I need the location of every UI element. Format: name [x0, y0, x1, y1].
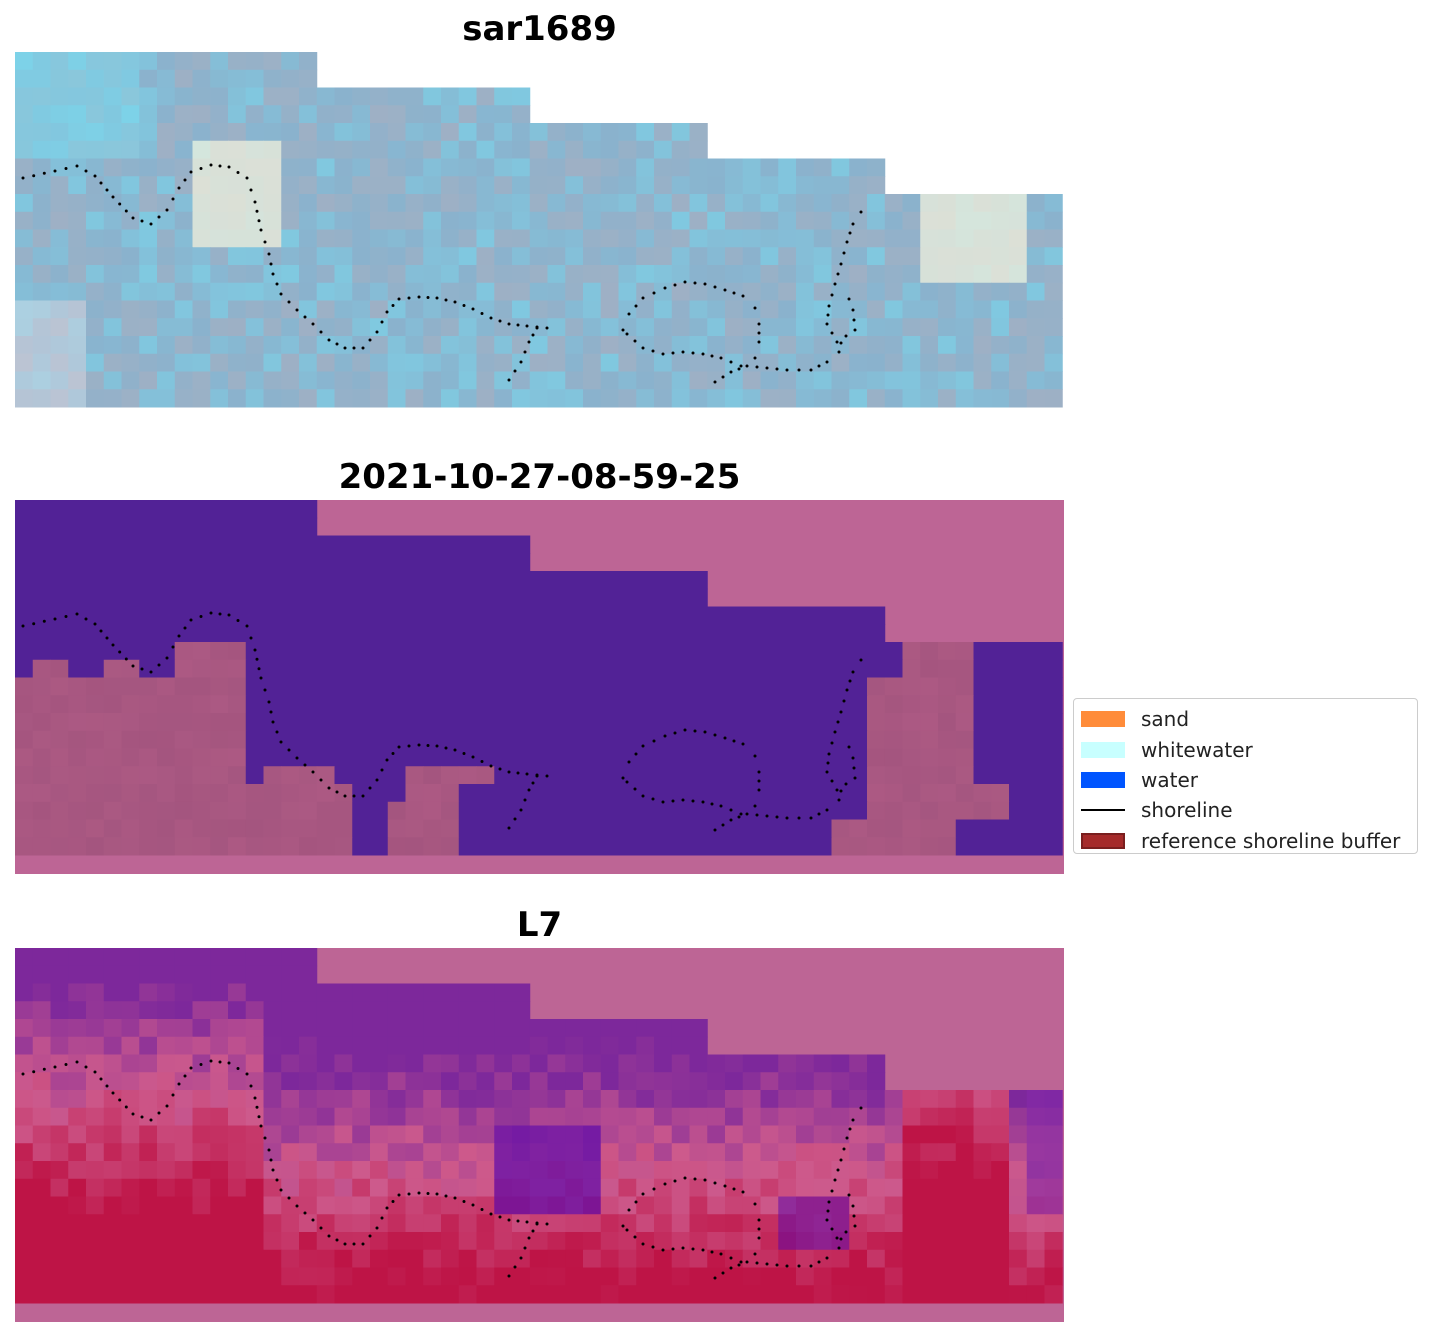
panel-title-rgb: sar1689 — [462, 9, 617, 49]
shoreline-dots — [621, 728, 761, 816]
rgb-image-panel — [15, 52, 1064, 409]
shoreline-dots — [825, 1106, 863, 1240]
legend-label: whitewater — [1141, 737, 1253, 762]
index-image — [15, 948, 1064, 1322]
reference-buffer-swatch — [1081, 832, 1125, 849]
whitewater-swatch — [1081, 741, 1125, 758]
shoreline-dots — [713, 341, 843, 384]
shoreline-dots — [713, 789, 843, 832]
panel-title-index: L7 — [516, 905, 563, 945]
legend-item-reference-buffer: reference shoreline buffer — [1081, 826, 1417, 856]
rgb-image — [15, 52, 1063, 408]
legend-label: reference shoreline buffer — [1141, 828, 1401, 853]
shoreline-dots — [507, 774, 539, 830]
shoreline-dots — [21, 1059, 549, 1246]
sand-swatch — [1081, 711, 1125, 728]
legend-label: shoreline — [1141, 798, 1233, 823]
legend-item-shoreline: shoreline — [1081, 795, 1417, 825]
water-swatch — [1081, 771, 1125, 788]
shoreline-dots — [621, 1176, 761, 1264]
legend-label: water — [1141, 767, 1198, 792]
shoreline-swatch — [1081, 809, 1125, 812]
shoreline-dots — [825, 210, 863, 344]
index-image-panel — [15, 948, 1064, 1322]
panel-title-classified: 2021-10-27-08-59-25 — [338, 457, 741, 497]
shoreline-dots — [713, 1237, 843, 1280]
legend-item-sand: sand — [1081, 704, 1417, 734]
shoreline-dots — [507, 1222, 539, 1278]
legend-item-whitewater: whitewater — [1081, 734, 1417, 764]
shoreline-dots — [21, 163, 549, 350]
legend: sand whitewater water shoreline referenc… — [1073, 698, 1418, 854]
shoreline-dots — [21, 611, 549, 798]
legend-label: sand — [1141, 707, 1190, 732]
classified-image-panel — [15, 500, 1064, 874]
shoreline-dots — [507, 326, 539, 382]
legend-item-water: water — [1081, 765, 1417, 795]
shoreline-dots — [621, 280, 761, 368]
classified-image — [15, 500, 1064, 874]
shoreline-dots — [825, 658, 863, 792]
